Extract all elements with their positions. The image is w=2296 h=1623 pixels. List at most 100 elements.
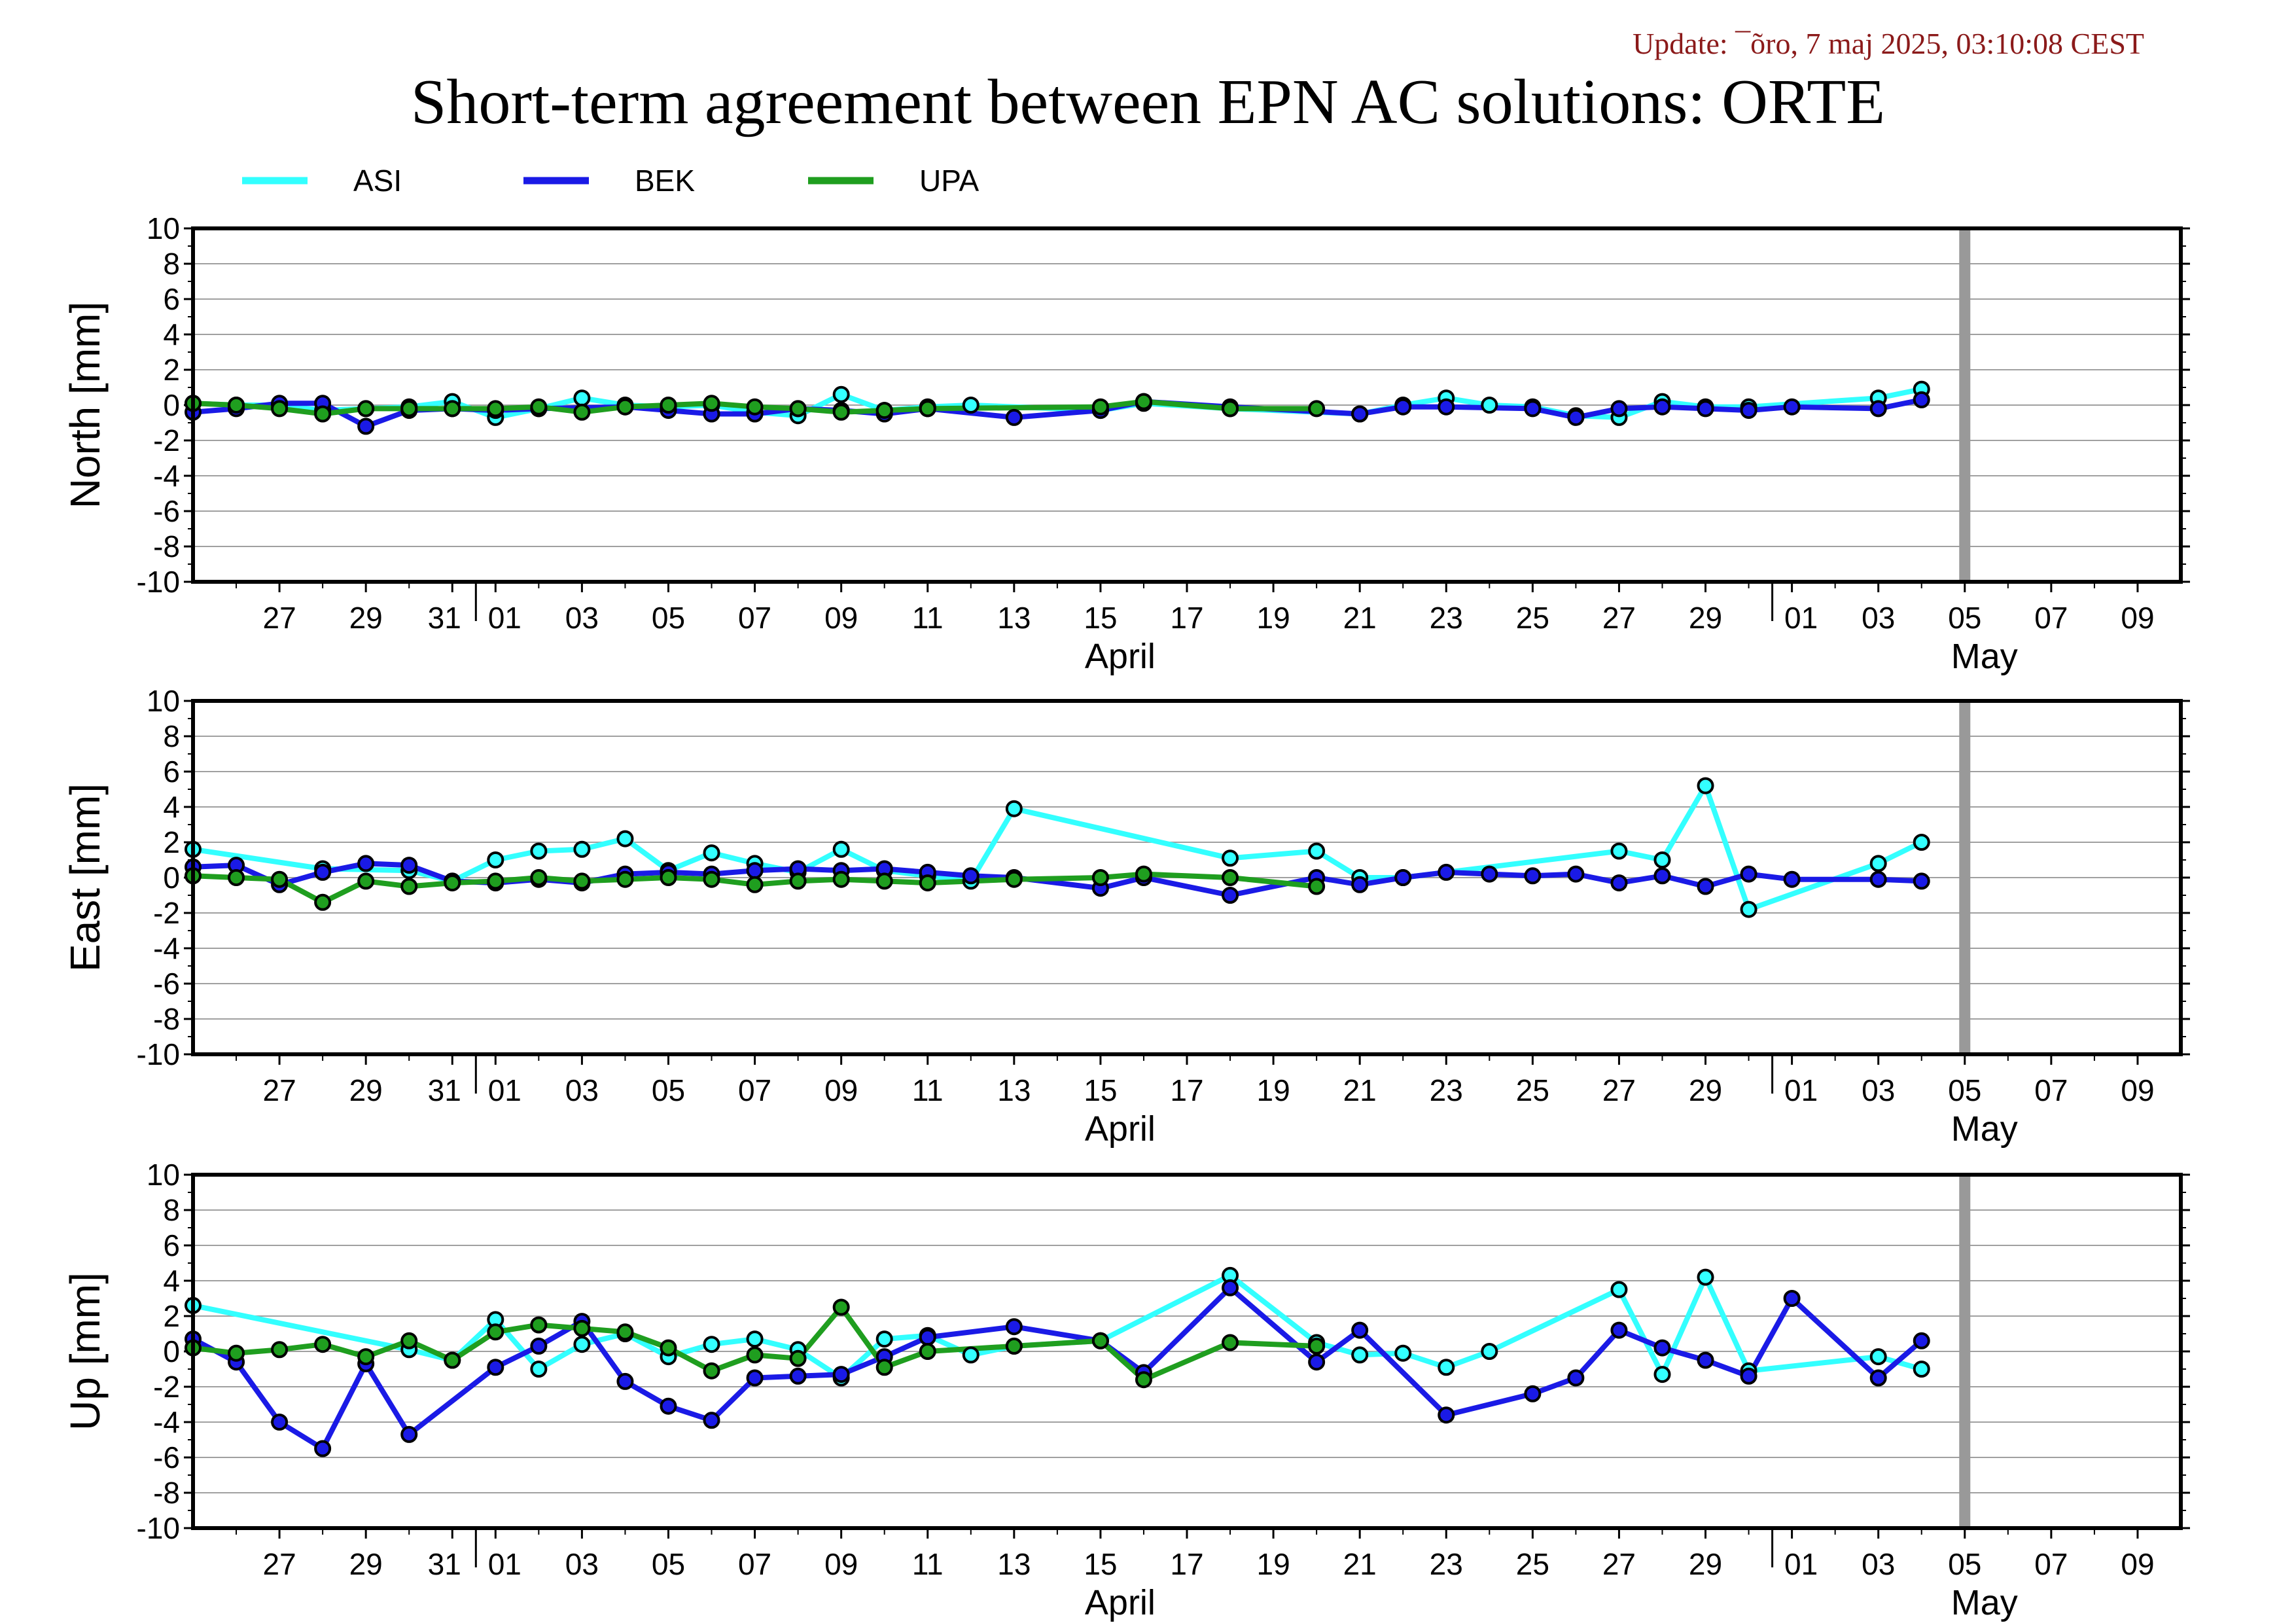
update-timestamp: Update: ¯õro, 7 maj 2025, 03:10:08 CEST	[1633, 27, 2144, 60]
month-label: April	[1085, 637, 1156, 676]
x-tick-label: 31	[428, 1547, 461, 1581]
data-point-bek	[1005, 1318, 1023, 1336]
y-tick-label: 10	[147, 1158, 180, 1192]
x-tick-label: 15	[1084, 1073, 1117, 1107]
x-tick-label: 07	[2034, 1547, 2068, 1581]
data-point-asi	[1222, 849, 1239, 867]
data-point-bek	[1567, 408, 1585, 426]
x-tick-label: 25	[1516, 601, 1549, 635]
data-point-bek	[1869, 870, 1887, 888]
x-tick-label: 07	[2034, 601, 2068, 635]
x-tick-label: 13	[997, 1547, 1031, 1581]
data-point-bek	[1567, 1369, 1585, 1387]
data-point-bek	[789, 1367, 807, 1385]
data-point-bek	[1653, 1339, 1671, 1357]
data-point-upa	[789, 1349, 807, 1367]
data-point-asi	[1869, 855, 1887, 872]
data-point-upa	[746, 398, 764, 416]
x-tick-label: 21	[1343, 601, 1377, 635]
y-tick-label: 6	[163, 1228, 180, 1262]
data-point-upa	[1135, 1371, 1152, 1389]
x-tick-label: 11	[912, 1547, 944, 1581]
data-point-upa	[832, 870, 850, 888]
y-tick-label: 2	[163, 1299, 180, 1333]
x-tick-label: 07	[738, 1547, 771, 1581]
data-point-upa	[875, 872, 893, 890]
data-point-bek	[1438, 1406, 1455, 1424]
x-tick-label: 27	[263, 1073, 296, 1107]
x-tick-label: 29	[349, 601, 383, 635]
data-point-upa	[789, 872, 807, 890]
data-point-upa	[1005, 870, 1023, 888]
data-point-asi	[1913, 1361, 1930, 1378]
data-point-bek	[1308, 1353, 1326, 1371]
data-point-bek	[1783, 398, 1801, 416]
x-tick-label: 27	[1602, 1547, 1636, 1581]
x-tick-label: 01	[1784, 601, 1818, 635]
data-point-bek	[530, 1337, 548, 1355]
data-point-bek	[703, 1412, 720, 1429]
data-point-asi	[1610, 842, 1628, 860]
data-point-bek	[919, 1329, 936, 1346]
data-point-upa	[1308, 878, 1326, 895]
data-point-bek	[1394, 398, 1412, 416]
x-tick-label: 05	[652, 1073, 685, 1107]
data-point-bek	[314, 1440, 332, 1457]
y-tick-label: -4	[153, 1405, 180, 1439]
data-point-bek	[832, 1366, 850, 1383]
data-point-upa	[703, 395, 720, 412]
y-tick-label: 4	[163, 317, 180, 351]
data-point-bek	[1697, 878, 1714, 895]
data-point-upa	[919, 1343, 936, 1360]
data-point-upa	[314, 1336, 332, 1353]
data-point-bek	[400, 1425, 418, 1443]
data-point-bek	[1351, 405, 1369, 423]
data-point-bek	[1610, 1321, 1628, 1339]
x-tick-label: 05	[652, 1547, 685, 1581]
data-point-bek	[1481, 865, 1498, 883]
data-point-bek	[1351, 1321, 1369, 1339]
x-tick-label: 03	[1862, 601, 1895, 635]
data-point-bek	[1913, 872, 1930, 890]
y-axis-label: Up [mm]	[62, 1272, 109, 1431]
y-tick-label: -10	[137, 1037, 180, 1071]
data-point-bek	[1438, 398, 1455, 416]
x-tick-label: 09	[2121, 1547, 2154, 1581]
data-point-upa	[400, 1332, 418, 1349]
data-point-asi	[703, 1336, 720, 1353]
data-point-bek	[1740, 402, 1757, 419]
y-tick-label: 0	[163, 861, 180, 895]
data-point-upa	[875, 402, 893, 419]
x-tick-label: 23	[1430, 1547, 1463, 1581]
data-point-asi	[703, 844, 720, 862]
data-point-upa	[271, 870, 289, 888]
data-point-bek	[746, 1369, 764, 1387]
data-point-upa	[616, 1323, 634, 1341]
data-point-upa	[746, 876, 764, 893]
legend: ASI BEK UPA	[242, 164, 979, 198]
data-point-upa	[875, 1359, 893, 1376]
x-tick-label: 27	[1602, 601, 1636, 635]
x-tick-label: 07	[2034, 1073, 2068, 1107]
x-tick-label: 03	[1862, 1547, 1895, 1581]
data-point-upa	[1091, 398, 1109, 416]
data-point-asi	[962, 397, 980, 414]
data-point-upa	[660, 397, 677, 414]
data-point-upa	[1005, 1337, 1023, 1355]
data-point-bek	[660, 1397, 677, 1415]
x-tick-label: 03	[565, 1547, 599, 1581]
data-point-bek	[1524, 867, 1542, 885]
y-tick-label: -10	[137, 565, 180, 599]
x-tick-label: 09	[2121, 601, 2154, 635]
data-point-upa	[573, 403, 591, 421]
data-point-upa	[573, 872, 591, 890]
y-tick-label: -2	[153, 1370, 180, 1404]
x-tick-label: 09	[2121, 1073, 2154, 1107]
data-point-asi	[573, 1336, 591, 1353]
x-tick-label: 09	[824, 1073, 858, 1107]
x-tick-label: 07	[738, 601, 771, 635]
y-tick-label: -8	[153, 1476, 180, 1510]
data-point-upa	[616, 398, 634, 416]
data-point-asi	[962, 1346, 980, 1364]
